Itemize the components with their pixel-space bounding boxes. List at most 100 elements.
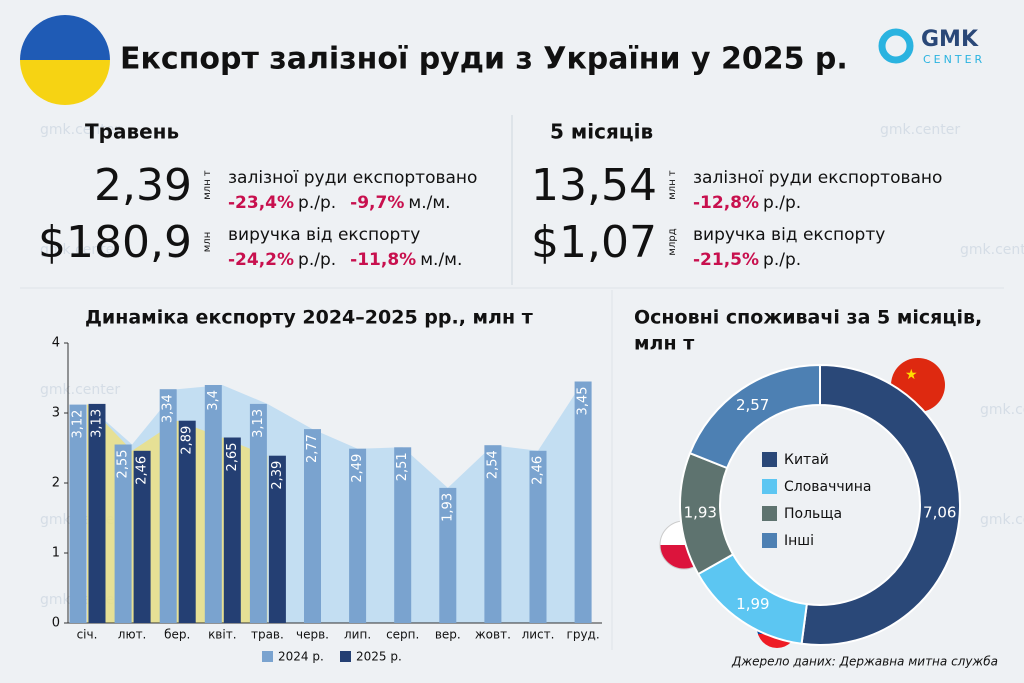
legend-swatch [762,533,777,548]
y-tick-label: 4 [52,336,60,351]
value-label: 2,77 [305,434,320,463]
legend-label: 2025 р. [356,650,402,664]
value-label: 2,46 [531,456,546,485]
bar [249,403,267,623]
value-label: 3,13 [90,409,105,438]
stat-value: $1,07 [531,217,657,268]
change-value: -21,5% [693,250,759,270]
stat-period: 5 місяців [550,120,653,144]
x-tick-label: лют. [118,628,147,642]
legend-swatch [262,651,273,662]
x-tick-label: серп. [386,628,419,642]
change-unit: м./м. [408,193,450,213]
x-tick-label: трав. [251,628,284,642]
y-tick-label: 1 [52,546,60,561]
bar [529,450,547,623]
value-label: 2,51 [395,452,410,481]
bar [574,381,592,623]
x-tick-label: бер. [164,628,190,642]
stat-changes: -23,4% р./р. -9,7% м./м. [228,193,451,213]
logo-mark [878,28,914,64]
y-tick-label: 3 [52,406,60,421]
change-unit: р./р. [763,193,801,213]
stat-changes: -12,8% р./р. [693,193,801,213]
value-label: 1,93 [684,504,717,522]
area [87,403,268,623]
change-unit: р./р. [298,193,336,213]
stat-changes: -21,5% р./р. [693,250,801,270]
watermark: gmk.center [980,512,1024,528]
bar [204,385,222,623]
value-label: 2,57 [736,396,769,414]
stat-changes: -24,2% р./р. -11,8% м./м. [228,250,462,270]
change-value: -11,8% [350,250,416,270]
stat-label: виручка від експорту [228,225,420,245]
source: Джерело даних: Державна митна служба [731,655,998,669]
y-tick-label: 0 [52,616,60,631]
change-value: -12,8% [693,193,759,213]
stat-label: виручка від експорту [693,225,885,245]
legend-swatch [340,651,351,662]
donut-slice [688,363,821,470]
donut-slice [800,363,961,646]
stat-value: $180,9 [38,217,192,268]
chart-title: Динаміка експорту 2024–2025 рр., млн т [85,307,533,329]
stat-value: 13,54 [531,160,657,211]
change-value: -24,2% [228,250,294,270]
chart-title: млн т [634,333,694,355]
logo-text: GMK [921,27,979,52]
x-tick-label: черв. [296,628,329,642]
bar [178,420,196,623]
stat-period: Травень [85,120,179,144]
logo-sub: CENTER [923,53,985,66]
y-tick-label: 2 [52,476,60,491]
value-label: 2,46 [135,456,150,485]
x-tick-label: груд. [567,628,600,642]
stat-label: залізної руди експортовано [693,168,942,188]
value-label: 2,49 [350,454,365,483]
x-tick-label: жовт. [475,628,511,642]
stat-unit: млрд [667,228,678,255]
bar [69,404,87,623]
change-value: -9,7% [350,193,404,213]
stat-unit: млн т [667,170,678,200]
legend-label: 2024 р. [278,650,324,664]
watermark: gmk.center [960,242,1024,258]
x-tick-label: вер. [435,628,461,642]
x-tick-label: лип. [344,628,371,642]
stat-value: 2,39 [94,160,192,211]
legend-swatch [762,506,777,521]
watermark: gmk.center [40,382,120,398]
bar [439,487,457,623]
flag [20,15,110,105]
value-label: 3,4 [206,390,221,411]
x-tick-label: січ. [77,628,98,642]
value-label: 2,54 [485,450,500,479]
change-unit: р./р. [298,250,336,270]
change-unit: м./м. [420,250,462,270]
value-label: 2,39 [270,461,285,490]
value-label: 2,65 [225,443,240,472]
bar [223,437,241,623]
title: Експорт залізної руди з України у 2025 р… [120,42,848,77]
stat-label: залізної руди експортовано [228,168,477,188]
legend-swatch [762,452,777,467]
bar [159,389,177,623]
watermark: gmk.center [40,122,120,138]
bar [394,447,412,623]
legend-swatch [762,479,777,494]
change-value: -23,4% [228,193,294,213]
value-label: 7,06 [923,503,956,521]
watermark: gmk.center [880,122,960,138]
x-tick-label: лист. [522,628,555,642]
chart-title: Основні споживачі за 5 місяців, [634,307,982,329]
change-unit: р./р. [763,250,801,270]
value-label: 1,93 [440,493,455,522]
value-label: 3,13 [251,409,266,438]
legend-label: Китай [784,452,829,468]
value-label: 3,45 [576,387,591,416]
value-label: 3,34 [161,394,176,423]
svg-text:★: ★ [905,367,918,383]
stat-unit: млн т [202,170,213,200]
